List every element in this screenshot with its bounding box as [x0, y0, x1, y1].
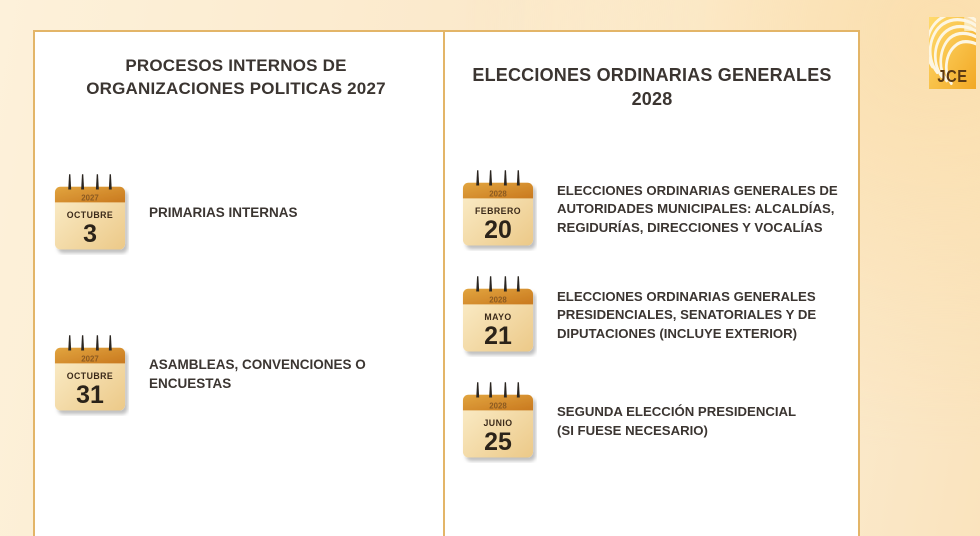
svg-text:OCTUBRE: OCTUBRE — [67, 371, 114, 381]
svg-text:31: 31 — [76, 381, 104, 409]
svg-text:2027: 2027 — [81, 355, 99, 364]
svg-text:3: 3 — [83, 220, 97, 248]
svg-text:2028: 2028 — [489, 402, 507, 411]
svg-text:2028: 2028 — [489, 190, 507, 199]
svg-text:MAYO: MAYO — [484, 312, 511, 322]
svg-text:JUNIO: JUNIO — [483, 418, 512, 428]
svg-text:OCTUBRE: OCTUBRE — [67, 210, 114, 220]
svg-text:20: 20 — [484, 216, 512, 244]
svg-text:21: 21 — [484, 322, 512, 350]
svg-text:2027: 2027 — [81, 194, 99, 203]
svg-text:FEBRERO: FEBRERO — [475, 206, 521, 216]
svg-text:JCE: JCE — [937, 67, 967, 86]
svg-text:2028: 2028 — [489, 296, 507, 305]
svg-text:25: 25 — [484, 428, 512, 456]
